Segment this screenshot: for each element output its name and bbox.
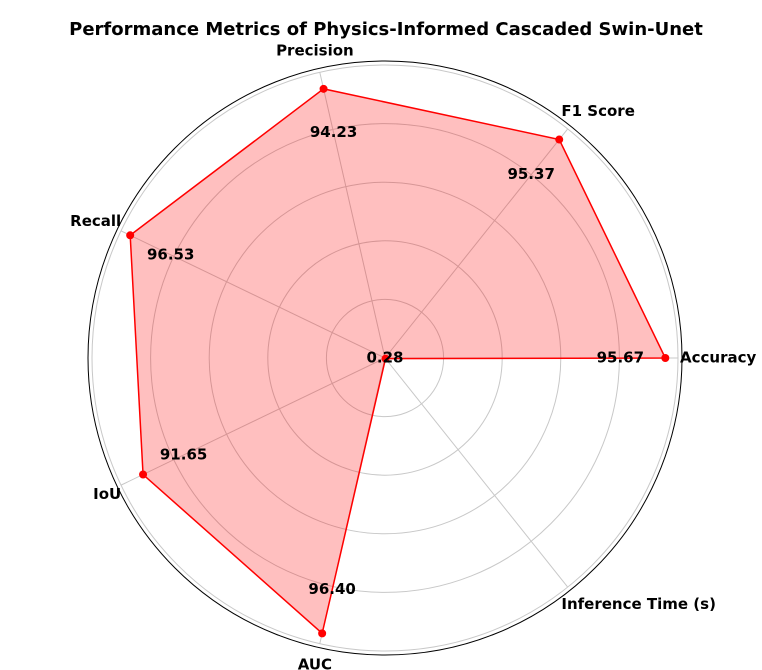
value-label: 94.23	[310, 123, 357, 141]
category-label: Recall	[70, 212, 121, 230]
radar-area	[129, 88, 667, 635]
data-point	[126, 231, 135, 240]
category-label: AUC	[298, 656, 332, 670]
spoke	[120, 357, 386, 486]
data-point	[318, 629, 327, 638]
value-label: 96.53	[147, 245, 194, 263]
outer-spine	[87, 60, 683, 656]
category-label: F1 Score	[561, 102, 634, 120]
data-point	[661, 354, 670, 362]
data-point	[381, 354, 390, 363]
category-label: Precision	[276, 41, 354, 59]
data-point	[319, 84, 328, 93]
spoke	[120, 230, 386, 359]
spoke	[319, 72, 386, 359]
chart-title: Performance Metrics of Physics-Informed …	[69, 19, 703, 40]
value-label: 91.65	[160, 445, 207, 463]
value-label: 96.40	[308, 580, 355, 598]
value-label: 95.37	[507, 165, 554, 183]
data-point	[555, 135, 564, 144]
value-label: 95.67	[597, 349, 644, 367]
spoke	[384, 128, 569, 359]
data-point	[139, 470, 148, 479]
value-label: 0.28	[366, 349, 403, 367]
category-label: Accuracy	[680, 349, 756, 367]
category-label: IoU	[93, 485, 121, 503]
spoke	[384, 357, 569, 588]
category-label: Inference Time (s)	[561, 595, 716, 613]
